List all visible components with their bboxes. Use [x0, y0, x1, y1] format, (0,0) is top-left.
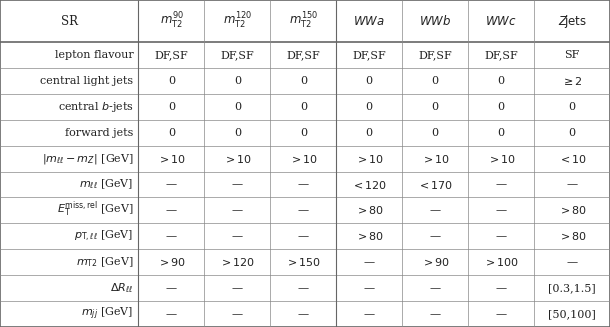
Text: 0: 0 — [498, 76, 504, 86]
Text: $> 80$: $> 80$ — [558, 204, 587, 216]
Text: DF,SF: DF,SF — [353, 50, 386, 60]
Text: —: — — [232, 180, 243, 190]
Text: DF,SF: DF,SF — [221, 50, 254, 60]
Text: 0: 0 — [432, 76, 439, 86]
Text: [0.3,1.5]: [0.3,1.5] — [548, 283, 596, 293]
Text: —: — — [298, 283, 309, 293]
Text: $> 80$: $> 80$ — [558, 230, 587, 242]
Text: —: — — [429, 205, 441, 215]
Text: 0: 0 — [432, 128, 439, 138]
Text: $WWb$: $WWb$ — [419, 14, 451, 28]
Text: $< 120$: $< 120$ — [351, 179, 387, 191]
Text: 0: 0 — [569, 128, 576, 138]
Text: $m_{\mathrm{T2}}$ [GeV]: $m_{\mathrm{T2}}$ [GeV] — [76, 255, 134, 269]
Text: —: — — [166, 180, 177, 190]
Text: SF: SF — [564, 50, 580, 60]
Text: —: — — [496, 205, 507, 215]
Text: lepton flavour: lepton flavour — [55, 50, 134, 60]
Text: —: — — [364, 257, 375, 267]
Text: —: — — [496, 180, 507, 190]
Text: 0: 0 — [234, 102, 241, 112]
Text: —: — — [298, 180, 309, 190]
Text: SR: SR — [61, 14, 77, 27]
Text: $m_{\mathrm{T2}}^{150}$: $m_{\mathrm{T2}}^{150}$ — [289, 11, 318, 31]
Text: 0: 0 — [498, 128, 504, 138]
Text: central $b$-jets: central $b$-jets — [58, 100, 134, 114]
Text: —: — — [567, 257, 578, 267]
Text: $\geq 2$: $\geq 2$ — [561, 75, 583, 87]
Text: $> 80$: $> 80$ — [355, 230, 384, 242]
Text: —: — — [232, 205, 243, 215]
Text: —: — — [166, 231, 177, 241]
Text: $WWa$: $WWa$ — [353, 14, 385, 27]
Text: $> 80$: $> 80$ — [355, 204, 384, 216]
Text: —: — — [232, 309, 243, 319]
Text: —: — — [364, 283, 375, 293]
Text: 0: 0 — [366, 128, 373, 138]
Text: —: — — [496, 309, 507, 319]
Text: $WWc$: $WWc$ — [486, 14, 517, 27]
Text: 0: 0 — [300, 128, 307, 138]
Text: $\Delta R_{\ell\ell}$: $\Delta R_{\ell\ell}$ — [110, 281, 134, 295]
Text: $> 90$: $> 90$ — [421, 256, 450, 268]
Text: $Z\!\mathrm{jets}$: $Z\!\mathrm{jets}$ — [558, 12, 587, 29]
Text: —: — — [298, 205, 309, 215]
Text: 0: 0 — [498, 102, 504, 112]
Text: —: — — [567, 180, 578, 190]
Text: $E_{\mathrm{T}}^{\mathrm{miss,rel}}$ [GeV]: $E_{\mathrm{T}}^{\mathrm{miss,rel}}$ [Ge… — [57, 200, 134, 220]
Text: 0: 0 — [300, 76, 307, 86]
Text: —: — — [496, 283, 507, 293]
Text: 0: 0 — [168, 128, 175, 138]
Text: $m_{\mathrm{T2}}^{120}$: $m_{\mathrm{T2}}^{120}$ — [223, 11, 252, 31]
Text: 0: 0 — [569, 102, 576, 112]
Text: —: — — [298, 309, 309, 319]
Text: $> 10$: $> 10$ — [487, 153, 515, 164]
Text: —: — — [429, 283, 441, 293]
Text: 0: 0 — [366, 102, 373, 112]
Text: $< 10$: $< 10$ — [558, 153, 587, 164]
Text: 0: 0 — [168, 102, 175, 112]
Text: $> 10$: $> 10$ — [289, 153, 318, 164]
Text: [50,100]: [50,100] — [548, 309, 596, 319]
Text: $> 10$: $> 10$ — [355, 153, 384, 164]
Text: forward jets: forward jets — [65, 128, 134, 138]
Text: —: — — [496, 231, 507, 241]
Text: DF,SF: DF,SF — [154, 50, 188, 60]
Text: 0: 0 — [366, 76, 373, 86]
Text: $> 10$: $> 10$ — [421, 153, 450, 164]
Text: $m_{\mathrm{T2}}^{90}$: $m_{\mathrm{T2}}^{90}$ — [160, 11, 184, 31]
Text: —: — — [298, 231, 309, 241]
Text: —: — — [166, 309, 177, 319]
Text: DF,SF: DF,SF — [418, 50, 452, 60]
Text: —: — — [364, 309, 375, 319]
Text: DF,SF: DF,SF — [287, 50, 320, 60]
Text: DF,SF: DF,SF — [484, 50, 518, 60]
Text: $> 100$: $> 100$ — [483, 256, 519, 268]
Text: $> 10$: $> 10$ — [223, 153, 252, 164]
Text: 0: 0 — [432, 102, 439, 112]
Text: —: — — [166, 205, 177, 215]
Text: $> 90$: $> 90$ — [157, 256, 186, 268]
Text: 0: 0 — [300, 102, 307, 112]
Text: 0: 0 — [234, 76, 241, 86]
Text: central light jets: central light jets — [40, 76, 134, 86]
Text: $m_{\ell\ell}$ [GeV]: $m_{\ell\ell}$ [GeV] — [79, 178, 134, 191]
Text: $> 120$: $> 120$ — [220, 256, 256, 268]
Text: —: — — [429, 231, 441, 241]
Text: $> 10$: $> 10$ — [157, 153, 186, 164]
Text: $p_{\mathrm{T},\ell\ell}$ [GeV]: $p_{\mathrm{T},\ell\ell}$ [GeV] — [74, 229, 134, 244]
Text: 0: 0 — [168, 76, 175, 86]
Text: —: — — [232, 231, 243, 241]
Text: —: — — [429, 309, 441, 319]
Text: —: — — [166, 283, 177, 293]
Text: $|m_{\ell\ell} - m_Z|$ [GeV]: $|m_{\ell\ell} - m_Z|$ [GeV] — [41, 152, 134, 166]
Text: $m_{jj}$ [GeV]: $m_{jj}$ [GeV] — [81, 306, 134, 322]
Text: 0: 0 — [234, 128, 241, 138]
Text: $< 170$: $< 170$ — [417, 179, 453, 191]
Text: $> 150$: $> 150$ — [285, 256, 321, 268]
Text: —: — — [232, 283, 243, 293]
